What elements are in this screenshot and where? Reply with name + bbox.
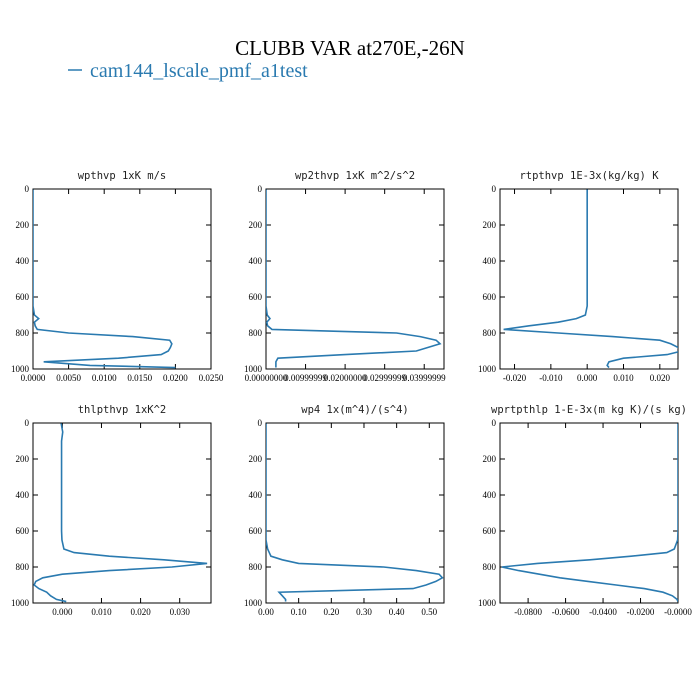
x-tick-label: -0.0400 [589,607,617,617]
y-tick-label: 200 [483,454,497,464]
y-tick-label: 0 [258,418,263,428]
y-tick-label: 1000 [244,364,263,374]
y-tick-label: 400 [483,256,497,266]
y-tick-label: 200 [483,220,497,230]
x-tick-label: 0.010 [91,607,112,617]
y-tick-label: 800 [16,562,30,572]
x-tick-label: 0.02000000 [324,373,367,383]
x-tick-label: 0.00000000 [245,373,288,383]
x-tick-label: 0.50 [421,607,437,617]
x-tick-label: 0.0150 [127,373,152,383]
y-tick-label: 600 [483,526,497,536]
x-tick-label: 0.000 [577,373,598,383]
panel: thlpthvp 1xK^2 0 200 400 600 800 1000 0.000 0.01… [11,404,212,617]
y-tick-label: 1000 [478,364,497,374]
x-tick-label: 0.010 [613,373,634,383]
profile-line [266,189,442,368]
figure-title: CLUBB VAR at270E,-26N [235,36,465,60]
panel: wp2thvp 1xK m^2/s^2020040060080010000.00… [244,170,446,383]
y-tick-label: 600 [483,292,497,302]
y-tick-label: 1000 [478,598,497,608]
panel: rtpthvp 1E-3x(kg/kg) K02004006008001000-… [478,170,679,383]
panel-title: rtpthvp 1E-3x(kg/kg) K [519,170,659,182]
y-tick-label: 1000 [11,598,30,608]
y-tick-label: 0 [25,184,30,194]
profile-line [33,423,208,603]
x-tick-label: -0.020 [503,373,527,383]
x-tick-label: 0.0050 [56,373,81,383]
y-tick-label: 800 [16,328,30,338]
frame [499,188,679,370]
y-tick-label: 200 [16,454,30,464]
profile-line [503,189,678,369]
panel-title: wprtpthlp 1-E-3x(m kg K)/(s kg) [491,404,687,416]
panel-title: wp2thvp 1xK m^2/s^2 [295,170,415,182]
y-tick-label: 800 [483,562,497,572]
x-tick-label: 0.10 [291,607,307,617]
y-tick-label: 400 [16,490,30,500]
y-tick-label: 400 [249,490,263,500]
x-tick-label: 0.20 [323,607,339,617]
y-tick-label: 200 [249,454,263,464]
y-tick-label: 600 [249,292,263,302]
x-tick-label: -0.0800 [514,607,542,617]
panel-title: wp4 1x(m^4)/(s^4) [301,404,408,416]
profile-line [33,189,176,369]
y-tick-label: 600 [16,292,30,302]
x-tick-label: 0.030 [170,607,191,617]
panel-title: thlpthvp 1xK^2 [78,404,167,416]
x-tick-label: -0.010 [539,373,563,383]
x-tick-label: 0.03999999 [403,373,446,383]
y-tick-label: 200 [249,220,263,230]
y-tick-label: 1000 [244,598,263,608]
x-tick-label: 0.02999999 [363,373,406,383]
x-tick-label: 0.020 [130,607,151,617]
y-tick-label: 800 [249,328,263,338]
y-tick-label: 0 [258,184,263,194]
y-tick-label: 400 [249,256,263,266]
legend-label: cam144_lscale_pmf_a1test [90,60,308,82]
y-tick-label: 800 [249,562,263,572]
x-tick-label: 0.40 [389,607,405,617]
x-tick-label: 0.30 [356,607,372,617]
y-tick-label: 600 [249,526,263,536]
x-tick-label: -0.0600 [552,607,580,617]
x-tick-label: 0.00999999 [284,373,327,383]
x-tick-label: -0.0200 [627,607,655,617]
y-tick-label: 0 [25,418,30,428]
y-tick-label: 400 [16,256,30,266]
x-tick-label: 0.0000 [21,373,46,383]
x-tick-label: 0.020 [650,373,671,383]
frame [32,422,212,604]
panel: wprtpthlp 1-E-3x(m kg K)/(s kg) 0 200 400 60… [478,404,692,617]
x-tick-label: 0.0200 [163,373,188,383]
y-tick-label: 200 [16,220,30,230]
y-tick-label: 800 [483,328,497,338]
x-tick-label: 0.0250 [199,373,224,383]
y-tick-label: 0 [492,418,497,428]
panel-title: wpthvp 1xK m/s [78,170,167,182]
x-tick-label: 0.000 [52,607,73,617]
y-tick-label: 400 [483,490,497,500]
y-tick-label: 1000 [11,364,30,374]
y-tick-label: 600 [16,526,30,536]
x-tick-label: 0.0100 [92,373,117,383]
x-tick-label: -0.0000 [664,607,692,617]
x-tick-label: 0.00 [258,607,274,617]
profile-line [501,423,678,602]
y-tick-label: 0 [492,184,497,194]
profile-line [266,423,444,602]
